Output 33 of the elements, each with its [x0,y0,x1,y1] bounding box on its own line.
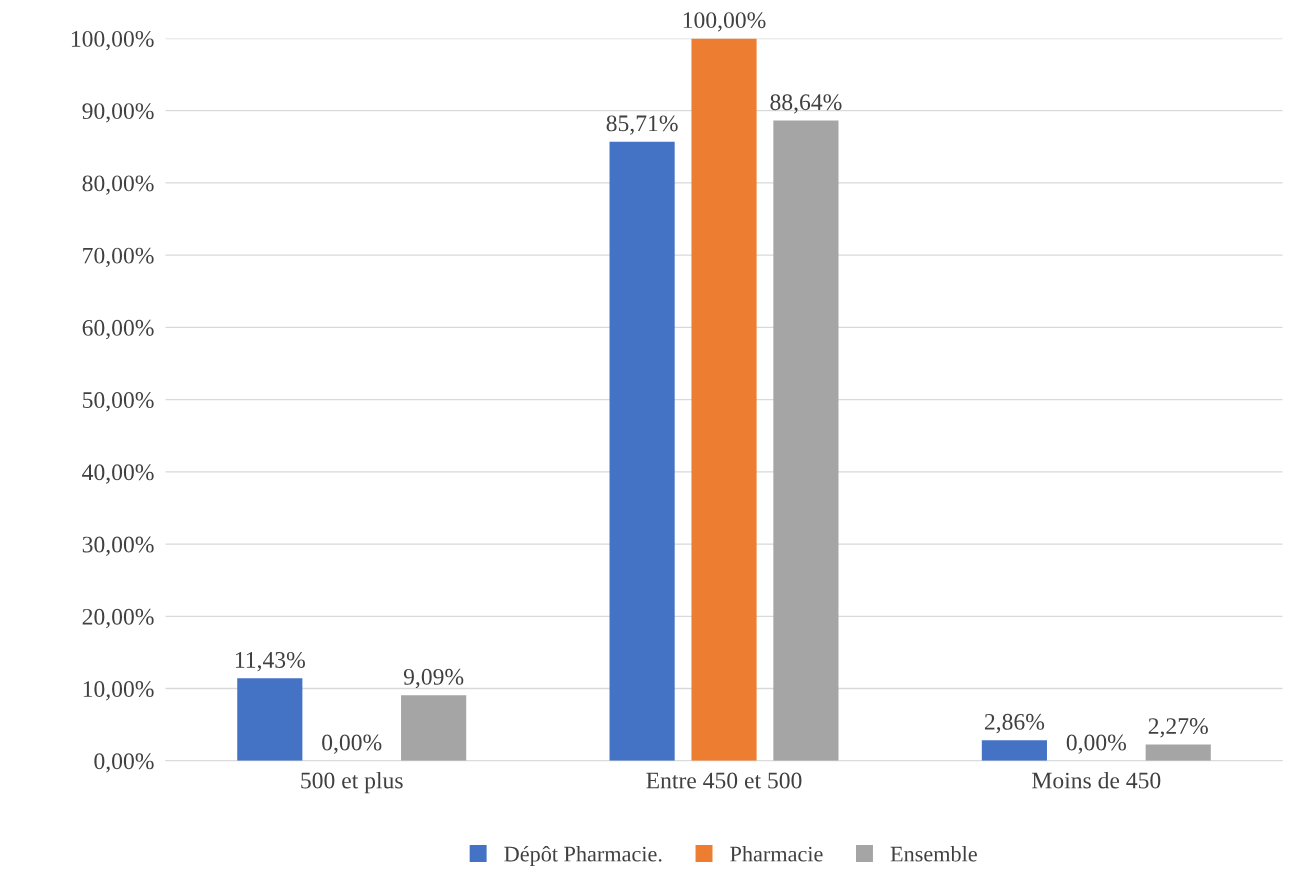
x-tick-label: Entre 450 et 500 [646,772,802,789]
data-label: 2,86% [984,713,1045,734]
bar [401,695,467,761]
y-tick-label: 80,00% [82,175,154,195]
data-label: 100,00% [683,12,766,32]
data-label: 9,09% [403,668,464,689]
y-tick-label: 20,00% [82,608,154,629]
legend-label: Pharmacie [730,845,823,862]
y-tick-label: 10,00% [83,681,154,701]
bar [1145,744,1211,761]
data-label: 11,43% [235,651,305,672]
y-tick-label: 50,00% [83,392,154,412]
data-label: 85,71% [606,115,678,135]
data-label: 0,00% [1066,734,1126,754]
y-tick-label: 0,00% [94,753,154,773]
bar [691,38,757,761]
y-tick-label: 30,00% [82,536,154,556]
bar [237,678,303,761]
data-label: 0,00% [322,734,382,754]
data-label: 88,64% [770,94,842,114]
x-tick-label: 500 et plus [301,771,403,794]
bar [981,740,1047,761]
data-label: 2,27% [1148,718,1208,738]
x-tick-label: Moins de 450 [1032,771,1161,789]
bar [609,141,675,761]
y-tick-label: 70,00% [83,247,154,267]
y-tick-label: 60,00% [82,319,154,340]
legend-label: Ensemble [890,845,977,862]
y-tick-label: 90,00% [82,103,154,123]
bar [773,120,839,761]
y-tick-label: 100,00% [71,30,154,51]
legend-label: Dépôt Pharmacie. [504,845,662,867]
y-tick-label: 40,00% [82,464,154,484]
